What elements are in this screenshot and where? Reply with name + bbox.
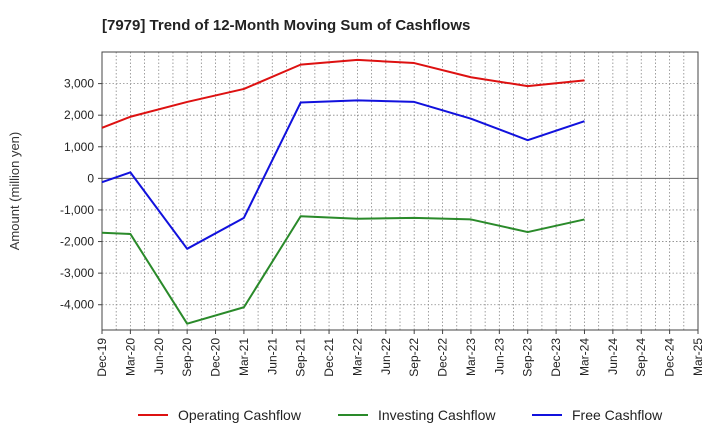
legend-item: Investing Cashflow xyxy=(338,407,496,423)
x-tick-label: Jun-22 xyxy=(379,338,393,375)
y-tick-label: 3,000 xyxy=(64,77,94,91)
x-tick-label: Dec-22 xyxy=(436,338,450,377)
legend-item: Free Cashflow xyxy=(532,407,663,423)
legend-item: Operating Cashflow xyxy=(138,407,302,423)
y-tick-label: -2,000 xyxy=(60,235,94,249)
axes xyxy=(101,51,699,331)
x-tick-labels: Dec-19 Mar-20 Jun-20 Sep-20 Dec-20 Mar-21 Jun-… xyxy=(95,330,705,377)
series-line-operating-cashflow xyxy=(101,58,585,129)
x-tick-label: Sep-21 xyxy=(294,338,308,377)
plot-frame xyxy=(101,51,699,331)
x-tick-label: Jun-23 xyxy=(492,338,506,375)
x-tick-label: Jun-24 xyxy=(606,338,620,375)
series-line-free-cashflow xyxy=(101,99,585,250)
x-tick-label: Mar-20 xyxy=(123,338,137,376)
y-tick-labels: -4,000 -3,000 -2,000 -1,000 0 1,000 2,000 3,000 xyxy=(60,77,102,312)
x-tick-label: Dec-20 xyxy=(209,338,223,377)
x-tick-label: Mar-24 xyxy=(577,338,591,376)
x-tick-label: Sep-20 xyxy=(180,338,194,377)
legend-label: Free Cashflow xyxy=(572,407,663,423)
x-tick-label: Dec-24 xyxy=(663,338,677,377)
x-tick-label: Dec-19 xyxy=(95,338,109,377)
series-line-investing-cashflow xyxy=(101,215,585,325)
grid xyxy=(101,52,699,330)
y-tick-label: 2,000 xyxy=(64,108,94,122)
chart-title: [7979] Trend of 12-Month Moving Sum of C… xyxy=(102,17,470,34)
y-tick-label: -4,000 xyxy=(60,298,94,312)
y-tick-label: 0 xyxy=(87,171,94,185)
y-tick-label: -3,000 xyxy=(60,266,94,280)
x-tick-label: Mar-25 xyxy=(691,338,705,376)
x-tick-label: Mar-22 xyxy=(350,338,364,376)
y-tick-label: 1,000 xyxy=(64,140,94,154)
x-tick-label: Sep-23 xyxy=(521,338,535,377)
x-tick-label: Mar-23 xyxy=(464,338,478,376)
x-tick-label: Jun-21 xyxy=(265,338,279,375)
x-tick-label: Dec-21 xyxy=(322,338,336,377)
y-tick-label: -1,000 xyxy=(60,203,94,217)
x-tick-label: Mar-21 xyxy=(237,338,251,376)
x-tick-label: Sep-24 xyxy=(634,338,648,377)
legend-label: Operating Cashflow xyxy=(178,407,302,423)
x-tick-label: Dec-23 xyxy=(549,338,563,377)
x-tick-label: Jun-20 xyxy=(152,338,166,375)
legend-label: Investing Cashflow xyxy=(378,407,496,423)
series-lines xyxy=(101,58,585,325)
x-tick-label: Sep-22 xyxy=(407,338,421,377)
y-axis-label: Amount (million yen) xyxy=(7,132,22,251)
legend: Operating Cashflow Investing Cashflow Free… xyxy=(138,407,663,423)
